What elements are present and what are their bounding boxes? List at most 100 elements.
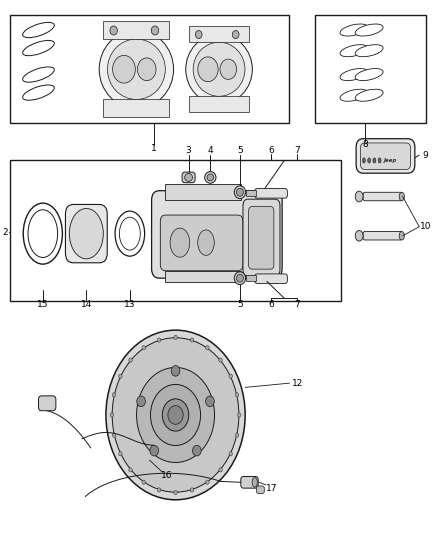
Ellipse shape bbox=[174, 335, 177, 340]
Ellipse shape bbox=[190, 488, 194, 492]
Ellipse shape bbox=[206, 345, 209, 350]
Text: 13: 13 bbox=[124, 300, 136, 309]
Ellipse shape bbox=[106, 330, 245, 500]
Ellipse shape bbox=[207, 174, 214, 181]
Ellipse shape bbox=[219, 358, 223, 362]
Ellipse shape bbox=[237, 188, 244, 196]
Ellipse shape bbox=[142, 480, 145, 484]
Ellipse shape bbox=[23, 41, 54, 55]
Text: 15: 15 bbox=[37, 300, 49, 309]
Text: 9: 9 bbox=[423, 151, 429, 160]
Text: 5: 5 bbox=[237, 300, 243, 309]
Bar bbox=[315, 14, 426, 123]
Ellipse shape bbox=[355, 230, 363, 241]
Ellipse shape bbox=[168, 406, 183, 424]
Ellipse shape bbox=[170, 228, 190, 257]
Ellipse shape bbox=[151, 26, 159, 35]
Ellipse shape bbox=[23, 67, 54, 82]
Ellipse shape bbox=[355, 69, 383, 80]
FancyBboxPatch shape bbox=[65, 205, 107, 263]
Ellipse shape bbox=[229, 374, 233, 378]
Ellipse shape bbox=[362, 158, 365, 163]
Text: 14: 14 bbox=[81, 300, 92, 309]
Ellipse shape bbox=[171, 366, 180, 376]
Ellipse shape bbox=[367, 158, 371, 163]
Ellipse shape bbox=[157, 338, 161, 342]
Ellipse shape bbox=[235, 393, 239, 397]
Bar bbox=[10, 160, 341, 301]
FancyBboxPatch shape bbox=[249, 207, 274, 269]
Ellipse shape bbox=[205, 172, 216, 183]
Ellipse shape bbox=[192, 446, 201, 456]
Bar bbox=[10, 14, 289, 123]
Bar bbox=[103, 100, 170, 117]
Ellipse shape bbox=[235, 433, 239, 437]
FancyBboxPatch shape bbox=[160, 215, 243, 271]
Ellipse shape bbox=[195, 30, 202, 38]
Ellipse shape bbox=[99, 30, 173, 108]
Ellipse shape bbox=[119, 374, 122, 378]
Ellipse shape bbox=[399, 231, 404, 240]
FancyBboxPatch shape bbox=[255, 189, 287, 198]
Ellipse shape bbox=[129, 358, 132, 362]
Ellipse shape bbox=[229, 451, 233, 456]
Bar bbox=[190, 27, 249, 42]
Ellipse shape bbox=[23, 85, 54, 100]
FancyBboxPatch shape bbox=[257, 486, 264, 494]
FancyBboxPatch shape bbox=[363, 231, 402, 240]
Ellipse shape bbox=[198, 57, 218, 82]
Ellipse shape bbox=[378, 158, 381, 163]
Text: 17: 17 bbox=[265, 483, 277, 492]
Bar bbox=[246, 275, 256, 281]
Ellipse shape bbox=[137, 367, 215, 463]
Ellipse shape bbox=[252, 478, 258, 487]
Ellipse shape bbox=[129, 468, 132, 472]
FancyBboxPatch shape bbox=[241, 477, 258, 488]
FancyBboxPatch shape bbox=[255, 274, 287, 284]
Ellipse shape bbox=[119, 451, 122, 456]
Ellipse shape bbox=[355, 89, 383, 101]
Ellipse shape bbox=[340, 69, 368, 80]
Text: 3: 3 bbox=[186, 147, 191, 156]
Ellipse shape bbox=[112, 393, 116, 397]
Text: 5: 5 bbox=[237, 147, 243, 156]
Ellipse shape bbox=[138, 58, 156, 80]
Ellipse shape bbox=[399, 192, 404, 201]
Ellipse shape bbox=[107, 39, 165, 100]
Bar bbox=[165, 184, 241, 200]
FancyBboxPatch shape bbox=[356, 139, 415, 173]
Ellipse shape bbox=[233, 30, 239, 38]
Ellipse shape bbox=[112, 338, 239, 492]
Text: 4: 4 bbox=[208, 147, 213, 156]
Text: 12: 12 bbox=[292, 378, 303, 387]
Text: 6: 6 bbox=[268, 300, 274, 309]
Ellipse shape bbox=[220, 59, 237, 79]
Ellipse shape bbox=[69, 208, 103, 259]
Ellipse shape bbox=[355, 45, 383, 56]
Bar bbox=[246, 190, 256, 196]
Ellipse shape bbox=[185, 173, 193, 181]
Ellipse shape bbox=[355, 191, 363, 202]
Ellipse shape bbox=[110, 26, 117, 35]
FancyBboxPatch shape bbox=[360, 143, 410, 169]
Ellipse shape bbox=[340, 24, 368, 36]
Bar bbox=[103, 21, 170, 39]
Ellipse shape bbox=[174, 490, 177, 495]
Ellipse shape bbox=[110, 413, 113, 417]
Text: 16: 16 bbox=[161, 471, 173, 480]
Text: 1: 1 bbox=[151, 144, 157, 154]
Text: 2: 2 bbox=[2, 228, 8, 237]
Ellipse shape bbox=[137, 396, 145, 407]
Bar bbox=[165, 271, 241, 282]
Ellipse shape bbox=[219, 468, 223, 472]
Ellipse shape bbox=[340, 45, 368, 56]
Ellipse shape bbox=[186, 34, 252, 104]
Ellipse shape bbox=[157, 488, 161, 492]
Ellipse shape bbox=[198, 230, 214, 255]
Ellipse shape bbox=[190, 338, 194, 342]
Ellipse shape bbox=[115, 211, 145, 256]
FancyBboxPatch shape bbox=[182, 172, 195, 183]
Text: 6: 6 bbox=[268, 147, 274, 156]
Ellipse shape bbox=[23, 203, 62, 264]
Ellipse shape bbox=[205, 396, 214, 407]
